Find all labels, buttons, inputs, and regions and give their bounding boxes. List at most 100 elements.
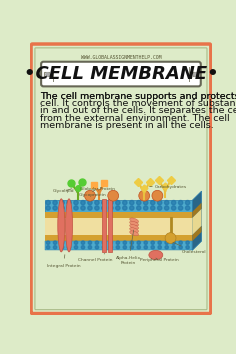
- Circle shape: [88, 241, 92, 244]
- Circle shape: [116, 241, 120, 244]
- Circle shape: [67, 246, 71, 249]
- Circle shape: [137, 206, 141, 210]
- Text: from the external environment. The cell: from the external environment. The cell: [40, 114, 230, 123]
- Text: Channel Protein: Channel Protein: [78, 253, 113, 262]
- Circle shape: [178, 200, 183, 205]
- FancyBboxPatch shape: [41, 62, 201, 86]
- Circle shape: [102, 206, 106, 210]
- Circle shape: [137, 246, 140, 249]
- Circle shape: [60, 206, 64, 210]
- Circle shape: [109, 241, 113, 244]
- Circle shape: [143, 200, 148, 205]
- Circle shape: [67, 200, 71, 205]
- Circle shape: [102, 241, 105, 244]
- Circle shape: [151, 206, 155, 210]
- Circle shape: [74, 206, 78, 210]
- Circle shape: [60, 246, 64, 249]
- Circle shape: [95, 241, 99, 244]
- Text: •CELL MEMBRANE•: •CELL MEMBRANE•: [24, 65, 218, 83]
- Circle shape: [67, 241, 71, 244]
- Circle shape: [102, 200, 106, 205]
- Circle shape: [179, 246, 182, 249]
- Circle shape: [95, 246, 99, 249]
- Circle shape: [109, 206, 113, 210]
- Polygon shape: [192, 202, 202, 218]
- Circle shape: [67, 206, 71, 210]
- Circle shape: [116, 200, 120, 205]
- Circle shape: [109, 200, 113, 205]
- Circle shape: [179, 241, 182, 244]
- Ellipse shape: [58, 199, 65, 252]
- Circle shape: [74, 246, 78, 249]
- Circle shape: [53, 200, 57, 205]
- Ellipse shape: [130, 221, 139, 226]
- Circle shape: [46, 200, 50, 205]
- Circle shape: [109, 246, 113, 249]
- Circle shape: [116, 246, 120, 249]
- Circle shape: [172, 246, 175, 249]
- Text: Globular Protein: Globular Protein: [80, 187, 115, 192]
- Bar: [108, 199, 112, 252]
- Circle shape: [158, 241, 161, 244]
- Polygon shape: [192, 209, 202, 235]
- Bar: [45, 241, 192, 250]
- Circle shape: [186, 246, 189, 249]
- Circle shape: [60, 200, 64, 205]
- Circle shape: [137, 241, 140, 244]
- Circle shape: [165, 246, 168, 249]
- Circle shape: [81, 246, 85, 249]
- Text: Glycoprotein: Glycoprotein: [79, 189, 107, 197]
- Circle shape: [95, 206, 99, 210]
- Circle shape: [185, 200, 190, 205]
- Text: membrane is present in all the cells.: membrane is present in all the cells.: [40, 121, 214, 130]
- Ellipse shape: [130, 224, 139, 229]
- Ellipse shape: [149, 250, 163, 259]
- Circle shape: [53, 206, 57, 210]
- Circle shape: [151, 200, 155, 205]
- Ellipse shape: [66, 199, 72, 252]
- Circle shape: [130, 206, 134, 210]
- Circle shape: [144, 241, 148, 244]
- Bar: [45, 212, 192, 218]
- Circle shape: [46, 241, 50, 244]
- Circle shape: [158, 246, 161, 249]
- Ellipse shape: [130, 228, 139, 233]
- Text: WWW.GLOBALASSIGNMENTHELP.COM: WWW.GLOBALASSIGNMENTHELP.COM: [81, 55, 161, 60]
- Circle shape: [84, 190, 95, 201]
- Circle shape: [123, 241, 126, 244]
- Circle shape: [46, 206, 50, 210]
- Text: in and out of the cells. It separates the cell: in and out of the cells. It separates th…: [40, 107, 236, 115]
- Text: The cell membrane supports and protects the: The cell membrane supports and protects …: [40, 92, 236, 101]
- Text: Carbohydrates: Carbohydrates: [150, 185, 187, 189]
- Bar: [45, 235, 192, 241]
- Text: Glycolipid: Glycolipid: [53, 189, 74, 193]
- Bar: [193, 72, 198, 76]
- Circle shape: [143, 206, 148, 210]
- Circle shape: [164, 206, 169, 210]
- Circle shape: [81, 200, 85, 205]
- Circle shape: [81, 241, 85, 244]
- FancyBboxPatch shape: [31, 44, 211, 314]
- Text: Peripheral Protein: Peripheral Protein: [140, 258, 179, 262]
- Circle shape: [53, 241, 57, 244]
- Bar: [45, 200, 192, 212]
- Circle shape: [130, 200, 134, 205]
- Polygon shape: [192, 191, 202, 250]
- Circle shape: [123, 246, 126, 249]
- Circle shape: [130, 241, 134, 244]
- Circle shape: [108, 190, 119, 201]
- Circle shape: [151, 241, 154, 244]
- Circle shape: [172, 206, 176, 210]
- Text: Cholesterol: Cholesterol: [173, 242, 206, 254]
- Circle shape: [88, 206, 92, 210]
- Circle shape: [60, 241, 64, 244]
- Circle shape: [158, 206, 162, 210]
- Circle shape: [172, 241, 175, 244]
- Circle shape: [88, 200, 92, 205]
- Circle shape: [172, 200, 176, 205]
- Circle shape: [123, 200, 127, 205]
- Circle shape: [95, 200, 99, 205]
- Circle shape: [81, 206, 85, 210]
- Circle shape: [144, 246, 148, 249]
- Circle shape: [164, 200, 169, 205]
